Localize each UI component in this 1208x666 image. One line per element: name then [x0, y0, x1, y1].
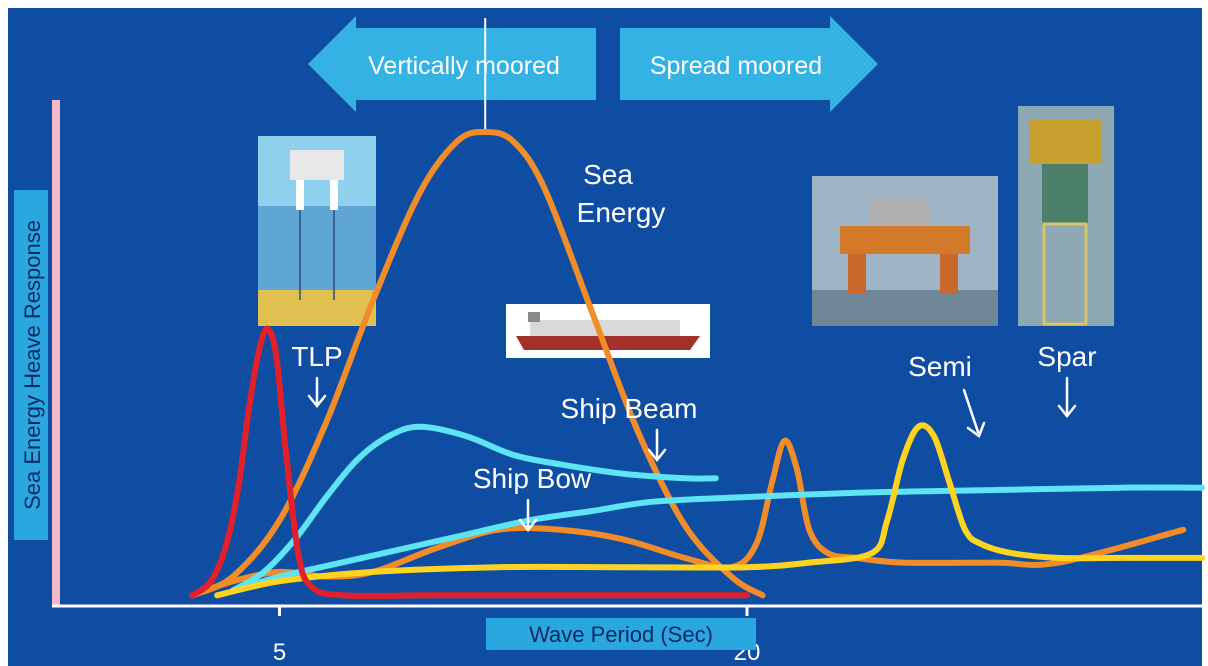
- tlp-pointer-arrow: [307, 376, 327, 409]
- y-axis-title: Sea Energy Heave Response: [20, 220, 45, 510]
- label-ship-bow: Ship Bow: [473, 463, 592, 494]
- x-tick-label-5: 5: [273, 639, 286, 666]
- ship-image: [506, 304, 710, 358]
- label-sea-energy-line1: Sea: [583, 159, 633, 190]
- y-axis-title-band: [14, 190, 48, 540]
- series-layer: [189, 128, 1205, 600]
- spread-moored-arrow: [620, 16, 878, 112]
- spar-pointer-arrow: [1057, 376, 1077, 419]
- label-tlp: TLP: [291, 341, 342, 372]
- x-axis-title: Wave Period (Sec): [529, 622, 713, 647]
- x-axis-title-band: [486, 618, 756, 650]
- series-line-ship-bow: [229, 484, 1205, 594]
- vertically-moored-arrow: [308, 16, 596, 112]
- tlp-platform-image: [258, 136, 376, 326]
- y-axis-bar: [52, 100, 60, 606]
- series-line-spar: [214, 422, 1205, 599]
- spar-platform-image: [1018, 106, 1114, 326]
- vertically-moored-label: Vertically moored: [368, 52, 560, 80]
- ship-bow-pointer-arrow: [518, 498, 538, 533]
- label-semi: Semi: [908, 351, 972, 382]
- series-line-tlp: [189, 325, 750, 600]
- label-sea-energy-line2: Energy: [577, 197, 666, 228]
- series-line-sea-energy: [189, 128, 766, 599]
- spread-moored-label: Spread moored: [650, 52, 822, 80]
- ship-beam-pointer-arrow: [647, 428, 667, 463]
- label-spar: Spar: [1037, 341, 1096, 372]
- semi-pointer-arrow: [962, 388, 986, 438]
- label-ship-beam: Ship Beam: [561, 393, 698, 424]
- semi-platform-image: [812, 176, 998, 326]
